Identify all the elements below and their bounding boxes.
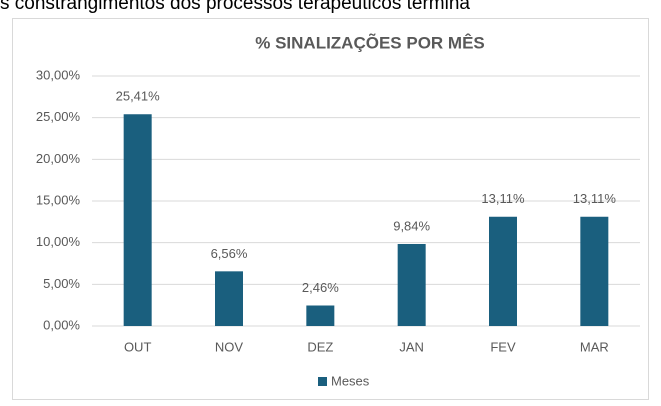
- y-tick-label: 25,00%: [36, 109, 81, 124]
- x-tick-label: OUT: [124, 339, 152, 354]
- y-tick-label: 15,00%: [36, 192, 81, 207]
- legend-label: Meses: [331, 373, 370, 388]
- bar: [123, 114, 152, 326]
- y-tick-label: 0,00%: [43, 317, 80, 332]
- data-label: 13,11%: [573, 191, 617, 206]
- x-tick-label: JAN: [399, 339, 424, 354]
- data-label: 6,56%: [211, 246, 248, 261]
- y-tick-label: 5,00%: [43, 276, 80, 291]
- chart-frame: [12, 18, 649, 400]
- x-tick-label: DEZ: [307, 339, 333, 354]
- bar: [397, 244, 426, 326]
- bar: [215, 271, 243, 326]
- y-tick-label: 10,00%: [36, 234, 81, 249]
- bar: [489, 216, 517, 326]
- y-tick-label: 20,00%: [36, 151, 81, 166]
- data-label: 13,11%: [481, 191, 525, 206]
- header-text: s constrangimentos dos processos terapêu…: [0, 0, 470, 14]
- chart-title: % SINALIZAÇÕES POR MÊS: [255, 32, 485, 52]
- bar: [306, 305, 335, 326]
- data-label: 25,41%: [116, 89, 161, 104]
- data-label: 9,84%: [393, 218, 430, 233]
- x-tick-label: MAR: [580, 339, 609, 354]
- x-tick-label: FEV: [490, 339, 516, 354]
- bar: [580, 216, 609, 326]
- legend-swatch: [318, 377, 327, 386]
- y-tick-label: 30,00%: [36, 67, 81, 82]
- data-label: 2,46%: [302, 280, 339, 295]
- x-tick-label: NOV: [215, 339, 244, 354]
